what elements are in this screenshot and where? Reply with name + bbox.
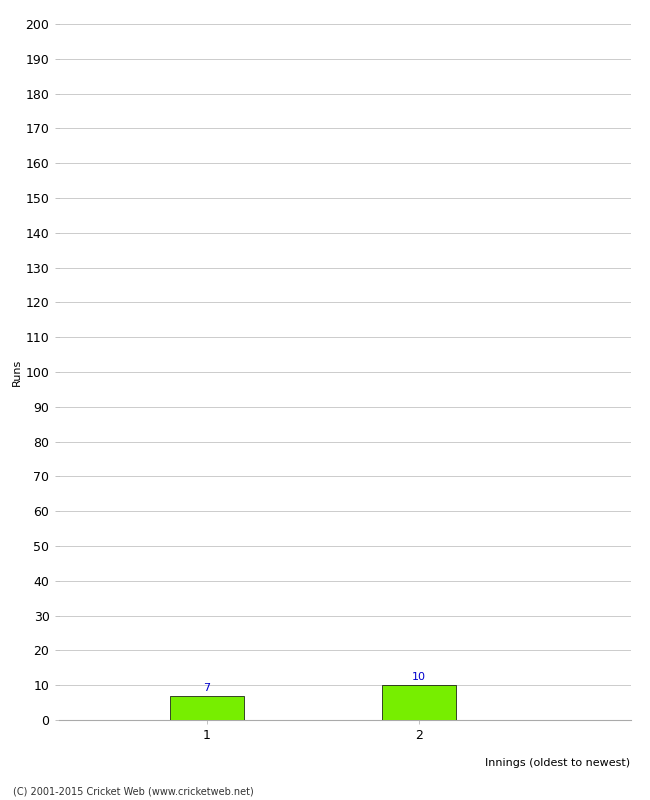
Y-axis label: Runs: Runs (12, 358, 21, 386)
Text: (C) 2001-2015 Cricket Web (www.cricketweb.net): (C) 2001-2015 Cricket Web (www.cricketwe… (13, 786, 254, 796)
Text: Innings (oldest to newest): Innings (oldest to newest) (486, 758, 630, 768)
Bar (382, 685, 456, 720)
Text: 10: 10 (411, 673, 426, 682)
Bar (170, 696, 244, 720)
Text: 7: 7 (203, 683, 211, 693)
